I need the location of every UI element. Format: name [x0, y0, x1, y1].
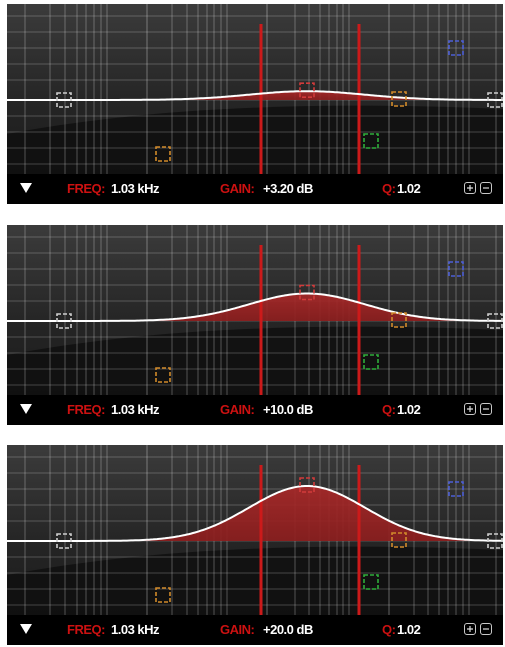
band-handle-active — [299, 284, 315, 301]
eq-curve-fill — [7, 293, 503, 321]
band-handle-low-shelf — [56, 92, 72, 108]
band-handle-high-mid — [391, 91, 407, 107]
eq-parameter-bar: FREQ: 1.03 kHz GAIN: +10.0 dB Q: 1.02 — [7, 395, 503, 425]
graph-shadow — [7, 326, 503, 395]
eq-panel-3: FREQ: 1.03 kHz GAIN: +20.0 dB Q: 1.02 — [7, 445, 503, 645]
plus-icon[interactable] — [464, 623, 476, 635]
band-handle-high-shelf — [487, 92, 503, 108]
freq-value[interactable]: 1.03 kHz — [111, 181, 160, 196]
eq-graph[interactable] — [7, 225, 503, 395]
eq-parameter-bar: FREQ: 1.03 kHz GAIN: +3.20 dB Q: 1.02 — [7, 174, 503, 204]
band-handle-high-shelf — [487, 533, 503, 549]
eq-parameter-bar: FREQ: 1.03 kHz GAIN: +20.0 dB Q: 1.02 — [7, 615, 503, 645]
band-handle-air — [448, 261, 464, 277]
band-handle-low — [155, 146, 171, 162]
eq-panel-2: FREQ: 1.03 kHz GAIN: +10.0 dB Q: 1.02 — [7, 225, 503, 425]
q-label: Q: — [382, 402, 396, 417]
graph-shadow — [7, 105, 503, 174]
eq-curve — [7, 90, 503, 101]
freq-value[interactable]: 1.03 kHz — [111, 622, 160, 637]
triangle-down-icon[interactable] — [19, 622, 33, 636]
band-handle-low-shelf — [56, 313, 72, 329]
minus-icon[interactable] — [480, 403, 492, 415]
gain-value[interactable]: +20.0 dB — [263, 622, 313, 637]
band-handle-high-mid — [391, 532, 407, 548]
graph-shadow — [7, 546, 503, 615]
triangle-down-icon[interactable] — [19, 402, 33, 416]
band-handle-active — [299, 82, 315, 98]
eq-graph[interactable] — [7, 445, 503, 615]
q-value[interactable]: 1.02 — [397, 181, 421, 196]
band-handle-high — [363, 133, 379, 149]
freq-value[interactable]: 1.03 kHz — [111, 402, 160, 417]
eq-curve — [7, 292, 503, 322]
gain-label: GAIN: — [220, 181, 255, 196]
eq-curve-fill — [7, 486, 503, 541]
band-handle-high — [363, 354, 379, 370]
eq-curve — [7, 485, 503, 542]
q-value[interactable]: 1.02 — [397, 402, 421, 417]
gain-value[interactable]: +3.20 dB — [263, 181, 313, 196]
q-label: Q: — [382, 181, 396, 196]
plus-icon[interactable] — [464, 182, 476, 194]
band-handle-air — [448, 481, 464, 497]
q-label: Q: — [382, 622, 396, 637]
freq-label: FREQ: — [67, 402, 105, 417]
plus-icon[interactable] — [464, 403, 476, 415]
band-handle-high — [363, 574, 379, 590]
band-handle-low — [155, 587, 171, 603]
band-handle-high-shelf — [487, 313, 503, 329]
freq-label: FREQ: — [67, 622, 105, 637]
band-handle-air — [448, 40, 464, 56]
gain-value[interactable]: +10.0 dB — [263, 402, 313, 417]
band-handle-low-shelf — [56, 533, 72, 549]
gain-label: GAIN: — [220, 622, 255, 637]
triangle-down-icon[interactable] — [19, 181, 33, 195]
gain-label: GAIN: — [220, 402, 255, 417]
freq-label: FREQ: — [67, 181, 105, 196]
eq-graph[interactable] — [7, 4, 503, 174]
minus-icon[interactable] — [480, 623, 492, 635]
q-value[interactable]: 1.02 — [397, 622, 421, 637]
band-handle-low — [155, 367, 171, 383]
minus-icon[interactable] — [480, 182, 492, 194]
eq-curve-fill — [7, 91, 503, 100]
eq-panel-1: FREQ: 1.03 kHz GAIN: +3.20 dB Q: 1.02 — [7, 4, 503, 204]
band-handle-active — [299, 477, 315, 493]
band-handle-high-mid — [391, 312, 407, 328]
